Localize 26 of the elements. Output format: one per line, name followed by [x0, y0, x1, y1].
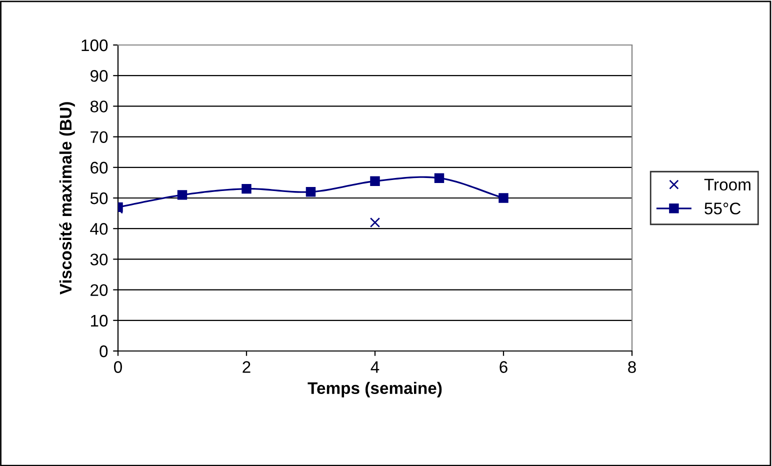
y-tick-label: 70	[90, 131, 108, 144]
x-tick-label: 8	[628, 361, 636, 373]
x-tick-label: 6	[500, 361, 508, 373]
legend-label: Troom	[704, 178, 750, 191]
legend-label: 55°C	[704, 202, 741, 214]
y-tick-label: 90	[90, 70, 108, 82]
x-tick-label: 4	[370, 361, 380, 373]
y-tick-label: 30	[90, 254, 108, 266]
y-tick-label: 60	[90, 162, 108, 174]
x-axis-title: Temps (semaine)	[308, 382, 442, 398]
point	[498, 193, 508, 203]
y-tick-label: 0	[100, 345, 108, 358]
point	[434, 173, 444, 183]
point	[177, 190, 188, 200]
y-tick-label: 80	[90, 100, 108, 112]
point	[242, 184, 252, 194]
y-axis-title: Viscosité maximale (BU)	[59, 102, 75, 295]
y-tick-label: 50	[90, 192, 108, 204]
point	[370, 176, 380, 186]
x-tick-label: 2	[242, 361, 250, 373]
y-tick-label: 100	[82, 39, 108, 52]
point	[306, 187, 316, 197]
y-tick-label: 20	[90, 284, 108, 296]
x-tick-label: 0	[114, 361, 122, 373]
y-tick-label: 10	[91, 314, 108, 327]
y-tick-label: 40	[90, 223, 108, 235]
